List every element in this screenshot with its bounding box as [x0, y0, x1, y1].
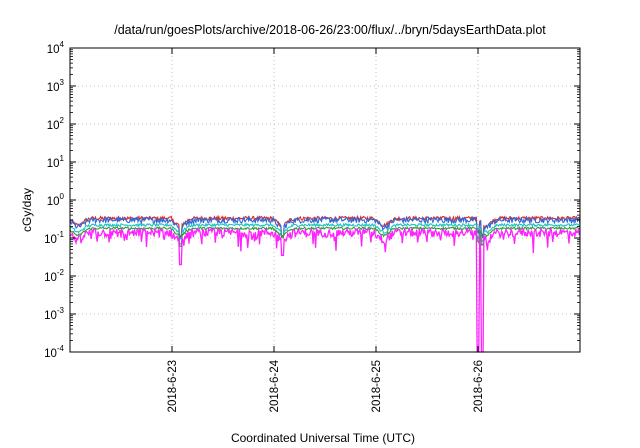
- series-layer: [69, 214, 581, 353]
- x-axis: 2018-6-23 2018-6-24 2018-6-25 2018-6-26: [167, 48, 485, 412]
- y-tick-label: 10-1: [44, 230, 64, 246]
- x-axis-label: Coordinated Universal Time (UTC): [231, 431, 415, 445]
- series-line: [69, 214, 581, 239]
- y-axis-label: cGy/day: [20, 188, 34, 232]
- series-line: [69, 226, 581, 353]
- series-line: [69, 215, 581, 242]
- y-tick-label: 103: [47, 78, 65, 94]
- y-axis: 10-4 10-3 10-2 10-1 100 101 102 103 104: [44, 40, 580, 360]
- chart-title: /data/run/goesPlots/archive/2018-06-26/2…: [114, 23, 546, 37]
- x-tick-label: 2018-6-24: [269, 359, 281, 412]
- x-tick-label: 2018-6-26: [473, 360, 485, 412]
- y-tick-label: 100: [47, 192, 65, 208]
- series-line: [69, 222, 580, 246]
- x-tick-label: 2018-6-23: [167, 360, 179, 412]
- x-tick-label: 2018-6-25: [371, 360, 383, 412]
- y-tick-label: 101: [47, 154, 65, 170]
- y-tick-label: 10-4: [44, 344, 64, 360]
- y-tick-label: 10-2: [44, 268, 64, 284]
- y-tick-label: 102: [47, 116, 65, 132]
- grid: [70, 48, 580, 352]
- y-tick-label: 104: [47, 40, 65, 56]
- y-tick-label: 10-3: [44, 306, 64, 322]
